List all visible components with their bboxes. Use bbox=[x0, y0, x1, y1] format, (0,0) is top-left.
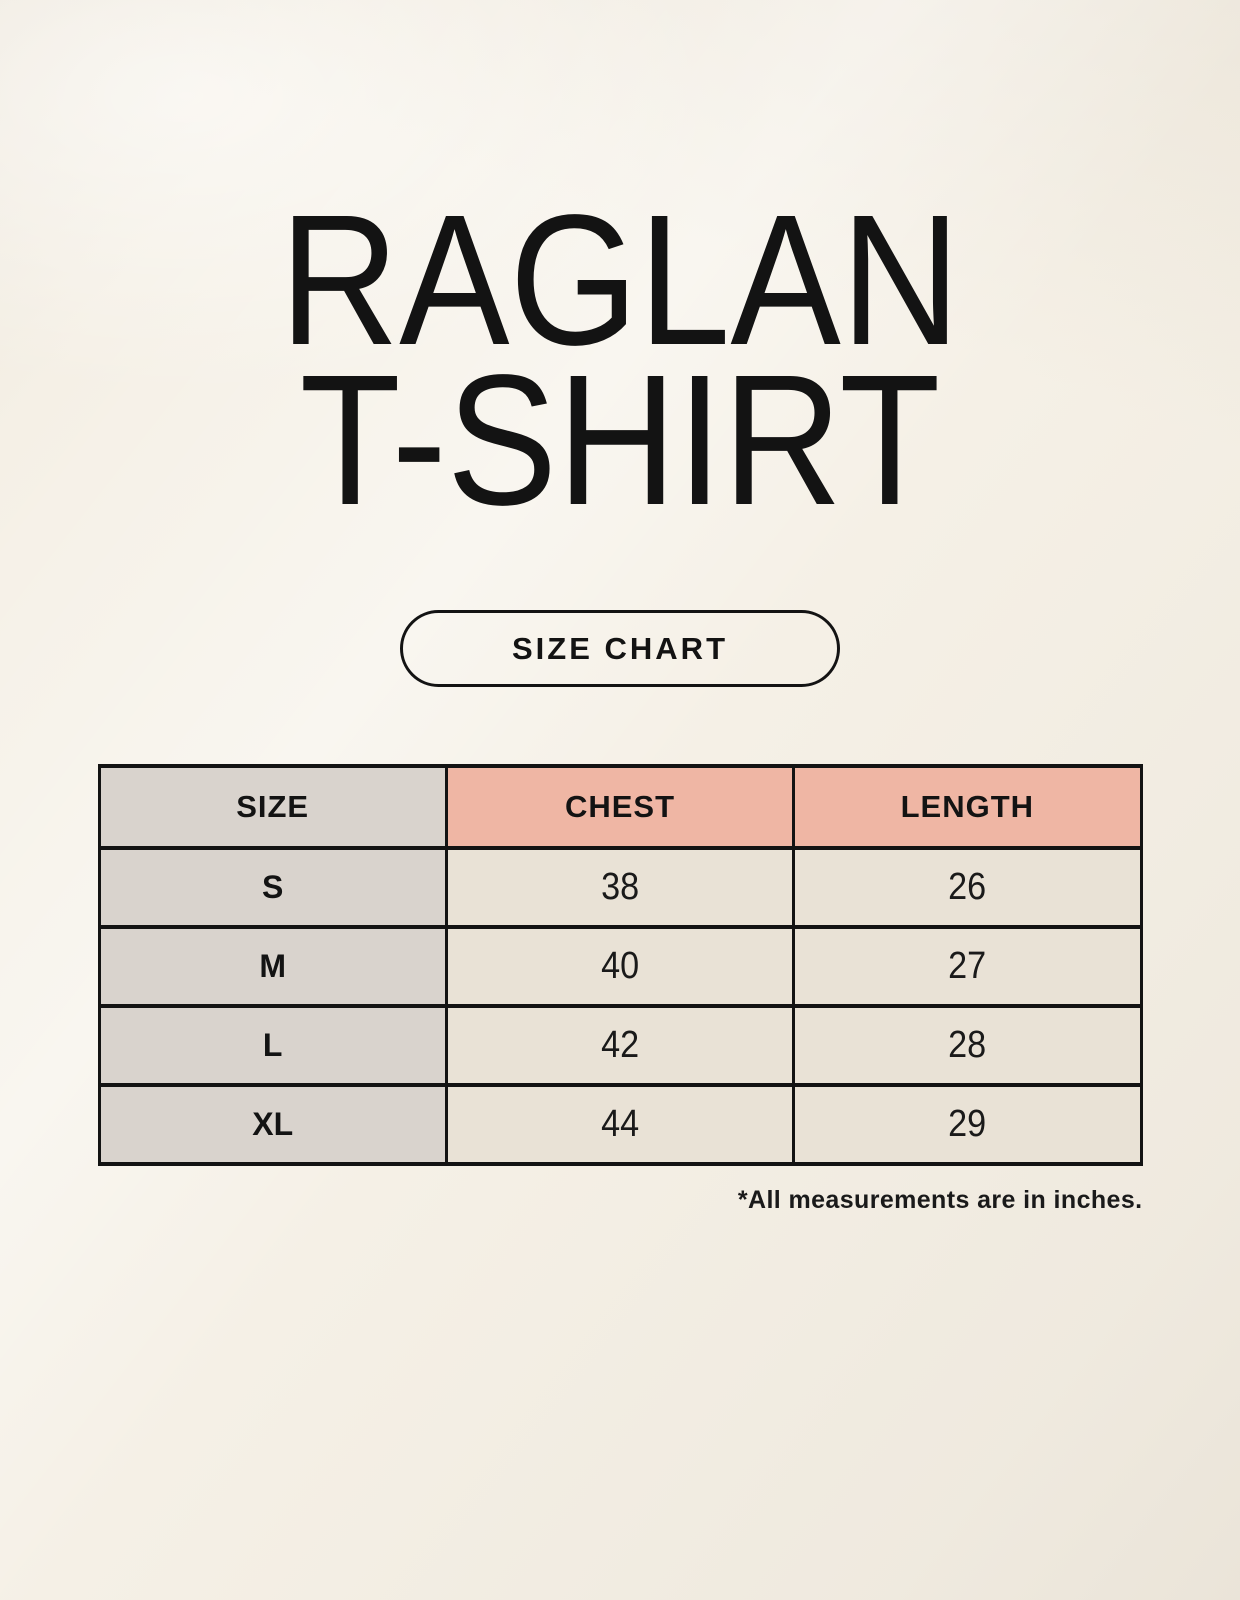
length-value: 29 bbox=[948, 1103, 987, 1145]
size-table: SIZE CHEST LENGTH S 38 26 M 40 27 L 42 2… bbox=[97, 764, 1143, 1166]
table-row: S 38 26 bbox=[97, 846, 1143, 929]
length-cell: 26 bbox=[792, 846, 1143, 929]
size-cell: XL bbox=[97, 1083, 448, 1166]
measurements-footnote: *All measurements are in inches. bbox=[737, 1186, 1143, 1214]
chest-value: 40 bbox=[600, 945, 640, 987]
chest-cell: 44 bbox=[444, 1083, 796, 1166]
length-cell: 28 bbox=[792, 1004, 1143, 1087]
size-chart-badge-label: SIZE CHART bbox=[512, 630, 728, 666]
chest-cell: 38 bbox=[444, 846, 796, 929]
chest-value: 42 bbox=[600, 1024, 640, 1066]
length-value: 27 bbox=[948, 945, 987, 987]
size-chart-badge[interactable]: SIZE CHART bbox=[400, 610, 840, 687]
column-header-chest: CHEST bbox=[444, 764, 796, 850]
length-cell: 27 bbox=[792, 925, 1143, 1008]
length-value: 28 bbox=[948, 1024, 987, 1066]
table-header-row: SIZE CHEST LENGTH bbox=[97, 764, 1143, 850]
table-row: M 40 27 bbox=[97, 925, 1143, 1008]
length-cell: 29 bbox=[792, 1083, 1143, 1166]
column-header-length: LENGTH bbox=[792, 764, 1143, 850]
size-cell: M bbox=[97, 925, 448, 1008]
size-cell: L bbox=[97, 1004, 448, 1087]
size-cell: S bbox=[97, 846, 448, 929]
page-title: RAGLAN T-SHIRT bbox=[0, 0, 1240, 544]
table-row: XL 44 29 bbox=[97, 1083, 1143, 1166]
table-row: L 42 28 bbox=[97, 1004, 1143, 1087]
page-title-line-2: T-SHIRT bbox=[299, 337, 941, 544]
length-value: 26 bbox=[948, 866, 987, 908]
page-title-line-1: RAGLAN bbox=[279, 177, 961, 384]
chest-cell: 42 bbox=[444, 1004, 796, 1087]
chest-value: 38 bbox=[600, 866, 640, 908]
chest-value: 44 bbox=[600, 1103, 640, 1145]
chest-cell: 40 bbox=[444, 925, 796, 1008]
column-header-size: SIZE bbox=[97, 764, 448, 850]
